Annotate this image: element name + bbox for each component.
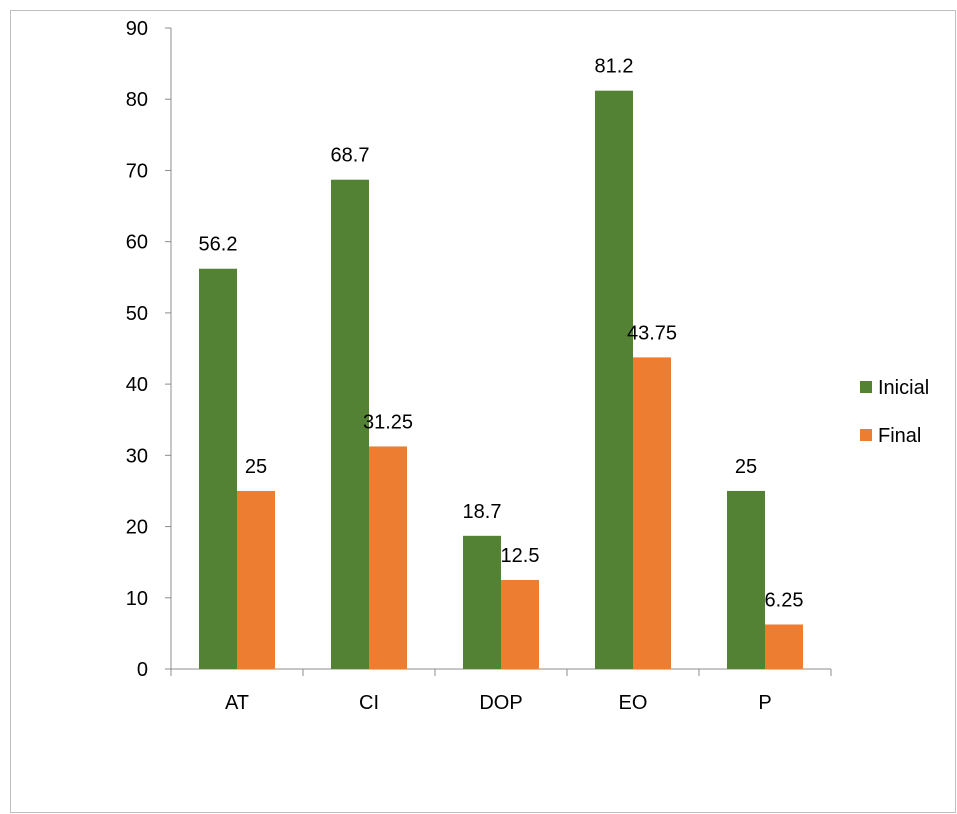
data-label: 12.5 — [501, 545, 540, 567]
x-tick-label: DOP — [479, 692, 522, 714]
bar-inicial-at — [199, 268, 237, 669]
y-tick-label: 10 — [126, 588, 148, 610]
bar-final-at — [237, 490, 275, 669]
legend-label-final: Final — [878, 425, 921, 447]
bar-inicial-eo — [595, 90, 633, 670]
bar-inicial-p — [727, 490, 765, 669]
x-tick-label: AT — [225, 692, 249, 714]
y-tick-label: 20 — [126, 517, 148, 539]
legend-swatch-final — [860, 429, 872, 441]
y-tick-label: 60 — [126, 232, 148, 254]
x-tick-label: EO — [619, 692, 648, 714]
y-tick-label: 50 — [126, 303, 148, 325]
y-tick-label: 40 — [126, 374, 148, 396]
bar-final-eo — [633, 357, 671, 669]
data-label: 43.75 — [627, 322, 677, 344]
data-label: 81.2 — [595, 56, 634, 78]
y-tick-label: 70 — [126, 160, 148, 182]
y-tick-label: 90 — [126, 18, 148, 40]
data-labels: 56.2 25 68.7 31.25 18.7 12.5 81.2 43.75 25 6.25 — [199, 56, 804, 612]
y-tick-label: 30 — [126, 445, 148, 467]
legend-label-inicial: Inicial — [878, 377, 929, 399]
data-label: 25 — [735, 456, 757, 478]
data-label: 18.7 — [463, 501, 502, 523]
data-label: 25 — [245, 456, 267, 478]
y-tick-label: 0 — [137, 659, 148, 681]
data-label: 31.25 — [363, 411, 413, 433]
bar-final-ci — [369, 446, 407, 669]
bar-final-dop — [501, 579, 539, 669]
data-label: 6.25 — [765, 589, 804, 611]
legend: Inicial Final — [860, 377, 929, 447]
x-tick-label: P — [758, 692, 771, 714]
axes: 0 10 20 30 40 50 60 70 80 90 AT CI DOP EO P — [126, 18, 832, 714]
bar-inicial-ci — [331, 179, 369, 669]
data-label: 56.2 — [199, 234, 238, 256]
x-tick-label: CI — [359, 692, 379, 714]
legend-swatch-inicial — [860, 381, 872, 393]
bar-inicial-dop — [463, 535, 501, 669]
bars — [199, 90, 803, 670]
y-tick-label: 80 — [126, 89, 148, 111]
data-label: 68.7 — [331, 145, 370, 167]
chart-border — [10, 10, 956, 813]
bar-final-p — [765, 624, 803, 669]
